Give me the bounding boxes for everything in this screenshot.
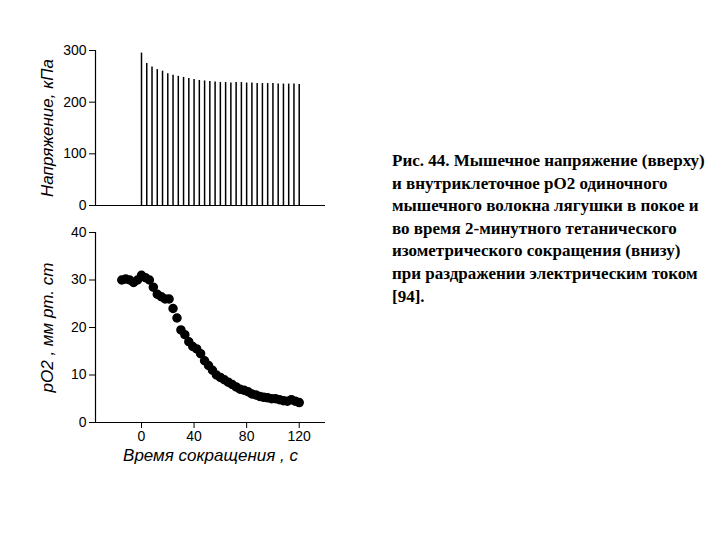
svg-text:0: 0 — [138, 428, 146, 444]
svg-text:Время сокращения , с: Время сокращения , с — [123, 446, 298, 465]
svg-text:30: 30 — [71, 271, 87, 287]
svg-text:Напряжение, кПа: Напряжение, кПа — [38, 59, 57, 197]
svg-text:0: 0 — [79, 197, 87, 213]
svg-text:120: 120 — [288, 428, 312, 444]
svg-text:300: 300 — [63, 42, 87, 58]
svg-text:100: 100 — [63, 145, 87, 161]
svg-text:20: 20 — [71, 319, 87, 335]
svg-text:40: 40 — [186, 428, 202, 444]
svg-text:0: 0 — [79, 414, 87, 430]
html-text:Рис. 44. Мышечное напряжение (: Рис. 44. Мышечное напряжение (вверху) и … — [392, 151, 705, 306]
svg-text:200: 200 — [63, 94, 87, 110]
svg-text:pO2 , мм рт. ст: pO2 , мм рт. ст — [38, 263, 57, 394]
svg-text:40: 40 — [71, 224, 87, 240]
svg-text:80: 80 — [239, 428, 255, 444]
svg-text:10: 10 — [71, 366, 87, 382]
